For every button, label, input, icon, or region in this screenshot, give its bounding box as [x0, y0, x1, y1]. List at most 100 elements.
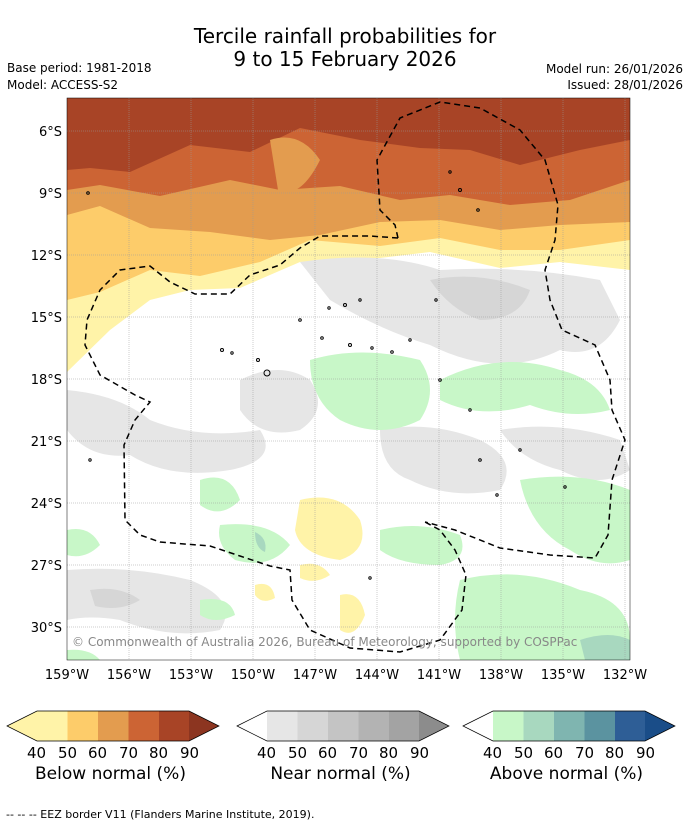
- scale-tick: 70: [575, 744, 595, 762]
- eez-borders: [84, 101, 626, 653]
- title-line-1: Tercile rainfall probabilities for: [193, 24, 497, 48]
- below-40-patch: [255, 583, 275, 601]
- lat-label: 18°S: [31, 373, 62, 388]
- scale-tick: 90: [636, 744, 656, 762]
- lat-label: 24°S: [31, 497, 62, 512]
- below-swatch: [159, 711, 189, 741]
- lat-label: 6°S: [39, 125, 62, 140]
- below-swatch: [98, 711, 129, 741]
- eez-source-note: -- -- -- EEZ border V11 (Flanders Marine…: [6, 808, 315, 821]
- near-40-patch: [300, 257, 620, 364]
- above-40-patch: [200, 599, 235, 620]
- lon-label: 150°W: [231, 668, 275, 683]
- above-50-patch: [255, 532, 266, 552]
- below-normal-scale: 40 50 60 70 80 90 Below normal (%): [6, 710, 221, 784]
- near-40-patch: [500, 426, 630, 480]
- below-60-patch: [270, 137, 320, 192]
- model-name: Model: ACCESS-S2: [7, 78, 119, 92]
- scale-tick: 50: [288, 744, 308, 762]
- lat-label: 21°S: [31, 435, 62, 450]
- scale-tick: 60: [544, 744, 564, 762]
- above-normal-label: Above normal (%): [489, 764, 644, 784]
- scale-tick: 70: [349, 744, 369, 762]
- lon-label: 153°W: [169, 668, 213, 683]
- scale-tick: 40: [257, 744, 277, 762]
- near-50-patch: [430, 276, 530, 320]
- lon-label: 159°W: [45, 668, 89, 683]
- above-40-patch: [310, 352, 430, 430]
- near-40-patch: [67, 390, 266, 473]
- above-40-patch: [520, 476, 630, 564]
- near-under-arrow: [237, 711, 267, 741]
- above-over-arrow: [645, 711, 675, 741]
- scale-tick: 80: [379, 744, 399, 762]
- scale-tick: 40: [27, 744, 47, 762]
- lat-label: 30°S: [31, 621, 62, 636]
- scale-tick: 80: [149, 744, 169, 762]
- above-40-patch: [67, 649, 100, 660]
- above-under-arrow: [463, 711, 493, 741]
- above-40-patch: [67, 529, 100, 557]
- lat-label: 12°S: [31, 249, 62, 264]
- lon-label: 138°W: [479, 668, 523, 683]
- scale-tick: 90: [410, 744, 430, 762]
- probability-field: [67, 98, 630, 660]
- lon-label: 156°W: [107, 668, 151, 683]
- above-swatch: [493, 711, 524, 741]
- below-over-arrow: [189, 711, 219, 741]
- below-80-band: [67, 98, 630, 172]
- near-40-patch: [67, 568, 226, 634]
- above-normal-colorbar: [462, 710, 676, 742]
- lon-label: 132°W: [603, 668, 647, 683]
- near-swatch: [328, 711, 359, 741]
- base-period: Base period: 1981-2018: [7, 61, 152, 75]
- scale-tick: 60: [318, 744, 338, 762]
- below-swatch: [37, 711, 68, 741]
- scale-tick: 40: [483, 744, 503, 762]
- above-swatch: [554, 711, 585, 741]
- title-line-2: 9 to 15 February 2026: [233, 47, 457, 71]
- copyright-notice: © Commonwealth of Australia 2026, Bureau…: [72, 635, 577, 649]
- above-normal-scale: 40 50 60 70 80 90 Above normal (%): [462, 710, 677, 784]
- graticule: [67, 98, 630, 660]
- below-swatch: [128, 711, 159, 741]
- near-40-patch: [240, 370, 318, 433]
- above-40-patch: [219, 524, 290, 563]
- scale-tick: 50: [514, 744, 534, 762]
- above-40-patch: [440, 362, 610, 414]
- model-run: Model run: 26/01/2026: [545, 62, 683, 76]
- near-normal-colorbar: [236, 710, 450, 742]
- below-40-patch: [295, 497, 363, 560]
- near-over-arrow: [419, 711, 449, 741]
- above-swatch: [523, 711, 554, 741]
- scale-tick: 70: [119, 744, 139, 762]
- near-40-patch: [380, 426, 507, 494]
- islands: [86, 170, 567, 580]
- issued-date: Issued: 28/01/2026: [567, 78, 683, 92]
- near-normal-label: Near normal (%): [270, 764, 411, 784]
- scale-tick: 50: [58, 744, 78, 762]
- lon-label: 141°W: [417, 668, 461, 683]
- lon-label: 144°W: [355, 668, 399, 683]
- below-normal-colorbar: [6, 710, 220, 742]
- below-under-arrow: [7, 711, 37, 741]
- below-40-patch: [340, 594, 365, 633]
- lat-label: 9°S: [39, 187, 62, 202]
- near-50-patch: [90, 588, 140, 608]
- scale-tick: 80: [605, 744, 625, 762]
- scale-tick: 60: [88, 744, 108, 762]
- near-swatch: [297, 711, 328, 741]
- below-swatch: [67, 711, 98, 741]
- map-frame: [66, 97, 631, 661]
- scale-tick: 90: [180, 744, 200, 762]
- lon-label: 135°W: [541, 668, 585, 683]
- above-40-patch: [380, 526, 463, 565]
- lon-label: 147°W: [293, 668, 337, 683]
- near-swatch: [389, 711, 419, 741]
- below-normal-label: Below normal (%): [35, 764, 186, 784]
- near-swatch: [358, 711, 389, 741]
- near-swatch: [267, 711, 298, 741]
- latitude-labels: 6°S 9°S 12°S 15°S 18°S 21°S 24°S 27°S 30…: [31, 125, 62, 636]
- near-normal-scale: 40 50 60 70 80 90 Near normal (%): [236, 710, 451, 784]
- rainfall-probability-map: © Commonwealth of Australia 2026, Bureau…: [31, 97, 647, 683]
